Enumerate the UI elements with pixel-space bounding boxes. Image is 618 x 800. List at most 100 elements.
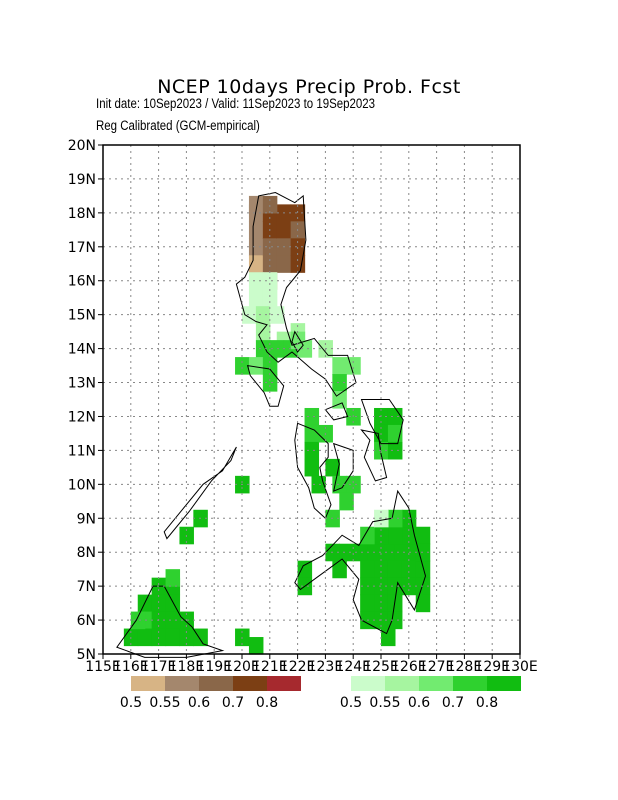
colorbar-label: 0.7 xyxy=(222,695,244,711)
prob-cell xyxy=(137,628,153,647)
lat-tick-label: 18N xyxy=(68,206,96,222)
colorbar-swatch xyxy=(233,676,267,691)
prob-cell xyxy=(387,441,403,460)
colorbar-swatch xyxy=(453,676,487,691)
prob-cell xyxy=(151,594,167,613)
colorbar-swatch xyxy=(419,676,453,691)
lat-tick-label: 19N xyxy=(68,172,96,188)
prob-cell xyxy=(387,577,403,596)
prob-cell xyxy=(262,255,278,273)
prob-cell xyxy=(374,560,389,579)
prob-cell xyxy=(255,323,271,341)
colorbar-label: 0.5 xyxy=(340,695,362,711)
colorbar-swatch xyxy=(487,676,521,691)
prob-cell xyxy=(248,637,264,655)
lat-tick-label: 9N xyxy=(77,511,96,527)
prob-cell xyxy=(332,560,347,579)
prob-cell xyxy=(297,560,313,579)
colorbar-label: 0.55 xyxy=(149,695,180,711)
lon-tick-label: 123E xyxy=(308,659,344,675)
luzon-coast xyxy=(235,191,357,397)
prob-cell xyxy=(415,594,431,613)
prob-cell xyxy=(235,357,250,375)
lat-tick-label: 8N xyxy=(77,545,96,561)
prob-cell xyxy=(248,289,264,307)
prob-cell xyxy=(130,611,146,630)
lon-tick-label: 130E xyxy=(502,659,538,675)
prob-cell xyxy=(255,340,271,358)
colorbar-swatch xyxy=(385,676,419,691)
lon-tick-label: 126E xyxy=(391,659,427,675)
gridlines xyxy=(103,145,520,654)
lon-tick-label: 128E xyxy=(447,659,483,675)
cebu-coast xyxy=(332,442,354,492)
init-date-line: Init date: 10Sep2023 / Valid: 11Sep2023 … xyxy=(96,96,376,111)
mindoro-coast xyxy=(246,364,285,407)
prob-cell xyxy=(381,628,396,647)
prob-cell xyxy=(165,569,181,587)
lat-tick-label: 5N xyxy=(77,647,96,663)
prob-cell xyxy=(360,526,375,545)
prob-cell xyxy=(387,526,403,545)
prob-cell xyxy=(165,611,181,630)
lat-tick-label: 6N xyxy=(77,613,96,629)
prob-cell xyxy=(290,255,306,273)
map-frame xyxy=(102,144,521,655)
prob-cell xyxy=(262,272,278,290)
lat-tick-label: 14N xyxy=(68,342,96,358)
prob-cell xyxy=(346,475,361,494)
prob-cell xyxy=(339,543,354,562)
borneo-coast xyxy=(116,585,225,658)
method-line: Reg Calibrated (GCM-empirical) xyxy=(96,118,260,133)
prob-cell xyxy=(339,492,354,511)
prob-cell xyxy=(262,374,278,392)
lon-tick-label: 117E xyxy=(141,659,177,675)
prob-cell xyxy=(374,594,389,613)
prob-cell xyxy=(165,628,181,647)
prob-cell xyxy=(290,204,306,222)
prob-cell xyxy=(360,560,375,579)
prob-cell xyxy=(304,441,320,460)
colorbar-label: 0.6 xyxy=(188,695,210,711)
prob-cell xyxy=(374,577,389,596)
colorbar-label: 0.7 xyxy=(442,695,464,711)
lon-tick-label: 120E xyxy=(224,659,260,675)
lon-tick-label: 115E xyxy=(85,659,121,675)
prob-cell xyxy=(262,195,278,214)
lat-tick-label: 11N xyxy=(68,443,96,459)
prob-cell xyxy=(387,594,403,613)
colorbar-label: 0.5 xyxy=(120,695,142,711)
colorbar-swatch xyxy=(267,676,301,691)
prob-cell xyxy=(381,543,396,562)
lat-tick-label: 16N xyxy=(68,274,96,290)
prob-cell xyxy=(415,526,431,545)
lon-tick-label: 127E xyxy=(419,659,455,675)
prob-cell xyxy=(360,594,375,613)
lat-tick-label: 17N xyxy=(68,240,96,256)
lon-tick-label: 124E xyxy=(335,659,371,675)
lat-tick-label: 12N xyxy=(68,409,96,425)
prob-cell xyxy=(353,543,368,562)
prob-cell xyxy=(262,357,278,375)
prob-cell xyxy=(276,255,292,273)
prob-cell xyxy=(255,306,271,324)
prob-cell xyxy=(248,357,264,375)
dry-colorbar: 0.5 0.55 0.6 0.7 0.8 xyxy=(120,676,301,711)
prob-cell xyxy=(374,441,389,460)
leyte-coast xyxy=(360,429,388,482)
prob-cell xyxy=(332,374,347,392)
prob-cell xyxy=(304,407,320,426)
prob-cell xyxy=(165,594,181,613)
colorbar-swatch xyxy=(131,676,165,691)
island-coast xyxy=(291,330,304,353)
map-title: NCEP 10days Precip Prob. Fcst xyxy=(157,76,461,98)
prob-cell xyxy=(262,289,278,307)
colorbar-label: 0.8 xyxy=(256,695,278,711)
lat-tick-label: 20N xyxy=(68,138,96,154)
colorbar-label: 0.6 xyxy=(408,695,430,711)
prob-cell xyxy=(325,458,340,477)
prob-cell xyxy=(304,458,320,477)
lon-tick-label: 118E xyxy=(169,659,205,675)
prob-cell xyxy=(332,357,347,375)
prob-cell xyxy=(248,238,264,256)
